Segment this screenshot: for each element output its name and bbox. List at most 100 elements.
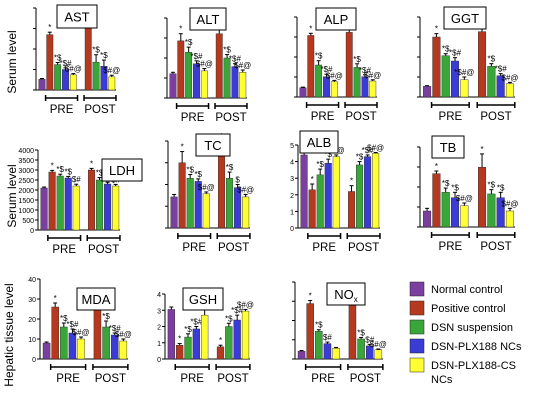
significance-label: * bbox=[350, 177, 353, 186]
significance-label: * bbox=[51, 161, 54, 170]
y-tick-label: 1000 bbox=[18, 208, 34, 215]
y-tick-label: 1 bbox=[157, 341, 161, 348]
bar bbox=[372, 153, 380, 229]
y-tick-label: 30 bbox=[28, 297, 36, 304]
bar bbox=[441, 192, 450, 228]
bar bbox=[299, 87, 307, 98]
significance-label: * bbox=[179, 25, 182, 34]
bar bbox=[184, 336, 192, 360]
significance-label: *$ bbox=[185, 38, 193, 47]
significance-label: *$ bbox=[100, 51, 108, 60]
bar bbox=[364, 156, 372, 229]
bar bbox=[77, 338, 85, 360]
group-label: PRE bbox=[50, 104, 74, 116]
bar bbox=[239, 72, 247, 99]
significance-label: *$ bbox=[353, 55, 361, 64]
significance-label: *$ bbox=[184, 325, 192, 334]
legend-swatch bbox=[409, 300, 425, 316]
y-tick-label: 4 bbox=[157, 292, 161, 299]
group-label: PRE bbox=[311, 373, 335, 385]
bar bbox=[167, 309, 175, 360]
bar bbox=[374, 349, 383, 360]
legend-label: Normal control bbox=[431, 284, 503, 296]
group-label: POST bbox=[217, 373, 248, 385]
panel-title: AST bbox=[64, 10, 89, 25]
bar bbox=[324, 163, 332, 229]
bar bbox=[216, 346, 225, 360]
bar bbox=[487, 193, 496, 228]
significance-label: *$ bbox=[315, 52, 323, 61]
bar bbox=[192, 328, 200, 360]
panel-title-subscript: x bbox=[354, 295, 358, 304]
bar bbox=[72, 185, 80, 231]
legend-label-line2: NCs bbox=[431, 374, 453, 386]
bar bbox=[315, 331, 323, 360]
bar bbox=[215, 33, 223, 99]
y-tick-label: 2000 bbox=[18, 188, 34, 195]
significance-label: * bbox=[435, 162, 438, 171]
bar bbox=[231, 66, 239, 99]
bar bbox=[176, 344, 184, 360]
panel-title-box bbox=[195, 133, 231, 157]
bar bbox=[332, 348, 340, 360]
panel-title-box bbox=[56, 4, 98, 29]
row-label-text: Serum level bbox=[5, 164, 19, 227]
bar bbox=[51, 306, 59, 360]
bar bbox=[202, 193, 210, 229]
bar bbox=[451, 60, 460, 98]
legend-swatch bbox=[409, 281, 425, 297]
significance-label: *$ bbox=[488, 55, 496, 64]
significance-label: $# bbox=[323, 333, 332, 342]
significance-label: *$ bbox=[316, 160, 324, 169]
group-label: POST bbox=[480, 111, 511, 123]
legend-swatch bbox=[409, 357, 425, 373]
bar bbox=[40, 187, 48, 231]
legend-label: Positive control bbox=[431, 303, 506, 315]
bar bbox=[92, 61, 100, 91]
significance-label: *$ bbox=[64, 167, 72, 176]
bar bbox=[307, 35, 315, 98]
bar bbox=[432, 36, 441, 98]
bar bbox=[84, 25, 92, 91]
significance-label: $# bbox=[72, 175, 81, 184]
significance-label: *$ bbox=[56, 165, 64, 174]
bar bbox=[306, 303, 314, 360]
bar bbox=[423, 210, 432, 228]
panel-title: LDH bbox=[109, 163, 135, 178]
bar bbox=[356, 164, 364, 229]
bar bbox=[233, 319, 241, 360]
bar bbox=[56, 175, 64, 231]
legend-swatch bbox=[409, 338, 425, 354]
group-label: PRE bbox=[181, 112, 205, 124]
significance-label: $#@ bbox=[115, 330, 132, 339]
y-tick-label: 0 bbox=[157, 357, 161, 364]
panel-title-box bbox=[101, 158, 143, 182]
bar bbox=[177, 40, 185, 99]
significance-label: * bbox=[435, 25, 438, 34]
significance-label: *$ bbox=[92, 46, 100, 55]
y-tick-label: 10 bbox=[28, 337, 36, 344]
bar bbox=[345, 32, 353, 98]
panel-title-box bbox=[315, 7, 357, 31]
significance-label: * bbox=[311, 175, 314, 184]
significance-label: *$ bbox=[488, 181, 496, 190]
y-tick-label: 3 bbox=[290, 176, 294, 183]
group-label: PRE bbox=[439, 111, 463, 123]
significance-label: *$ bbox=[315, 321, 323, 330]
significance-label: *$# bbox=[190, 318, 203, 327]
significance-label: *$# bbox=[109, 324, 122, 333]
significance-label: *$ bbox=[497, 183, 505, 192]
panel-title: GGT bbox=[451, 11, 479, 26]
group-label: POST bbox=[88, 244, 119, 256]
significance-label: *$ bbox=[356, 153, 364, 162]
bar bbox=[332, 156, 340, 229]
significance-label: $#@ bbox=[456, 194, 473, 203]
group-label: POST bbox=[218, 242, 249, 254]
row-label-3: Hepatic tissue level bbox=[2, 283, 16, 386]
legend-label: DSN suspension bbox=[431, 322, 513, 334]
bar bbox=[460, 79, 469, 98]
significance-label: *$# bbox=[449, 49, 462, 58]
